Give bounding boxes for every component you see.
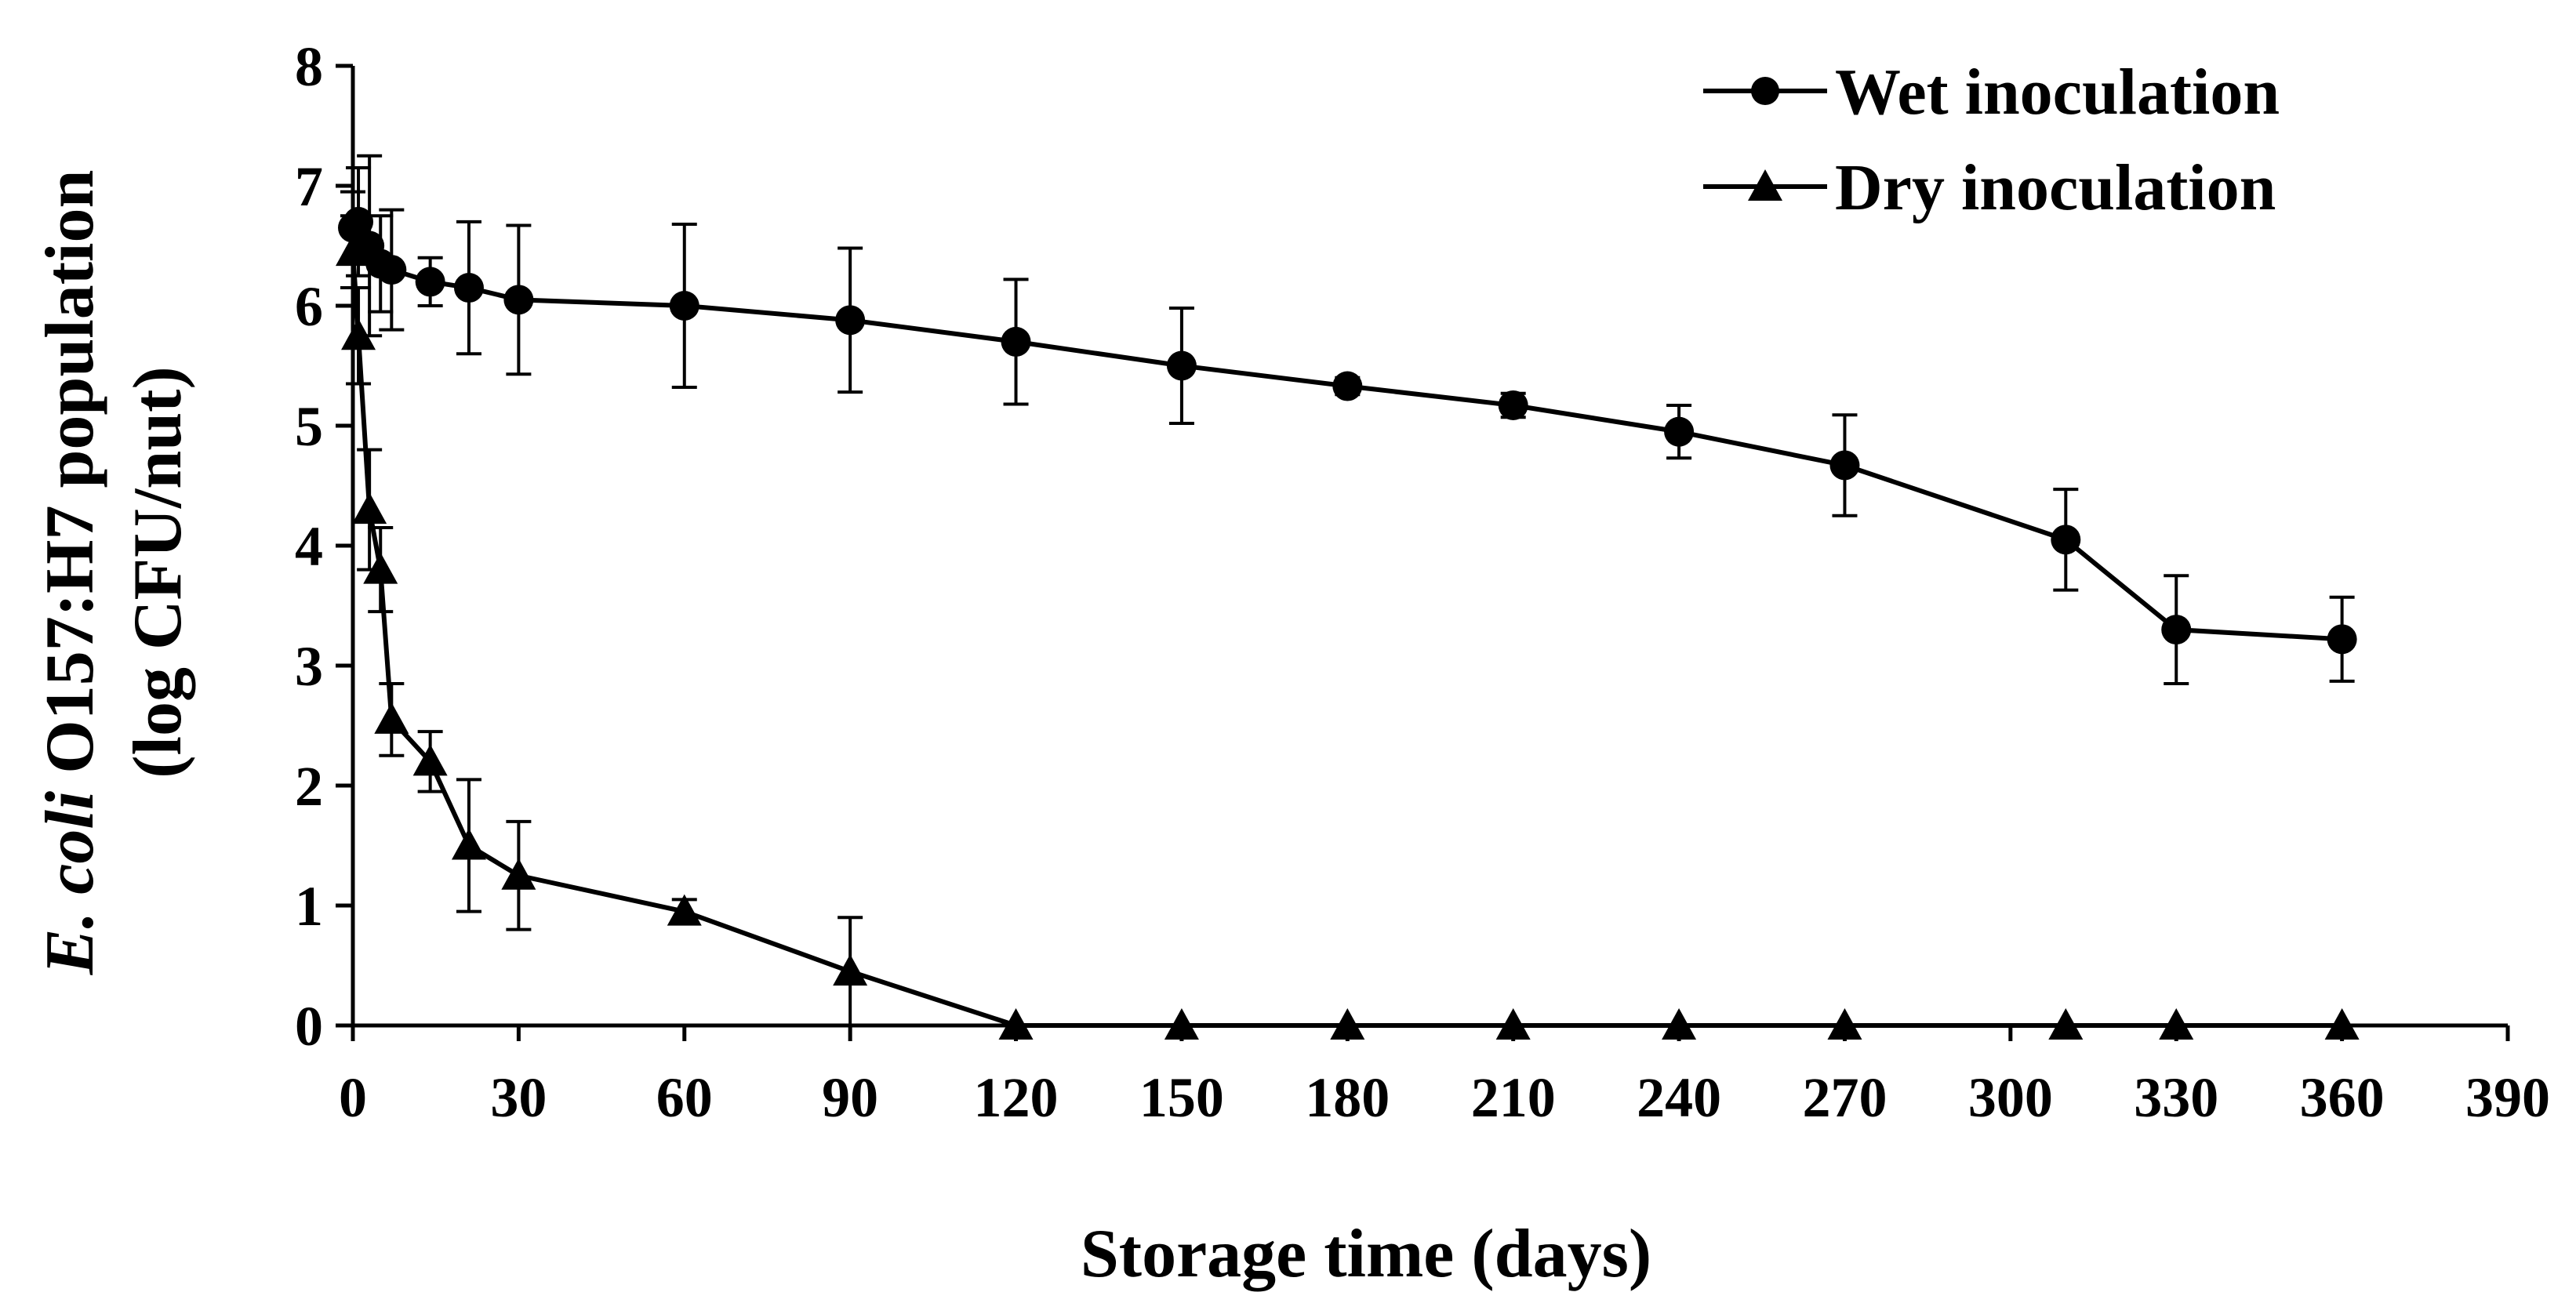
data-point [501, 858, 536, 890]
x-tick-label: 390 [2465, 1066, 2550, 1129]
data-point [1332, 371, 1363, 401]
y-tick-label: 3 [295, 635, 323, 698]
x-axis-title: Storage time (days) [1081, 1216, 1651, 1292]
data-point [341, 318, 376, 350]
y-axis-title-italic: E. coli [32, 790, 108, 975]
data-point [1001, 326, 1031, 357]
data-point [1330, 1008, 1365, 1040]
x-tick-label: 90 [822, 1066, 878, 1129]
legend-dry-marker [1748, 169, 1782, 201]
y-tick-label: 6 [295, 275, 323, 338]
x-tick-label: 0 [339, 1066, 367, 1129]
y-tick-label: 5 [295, 395, 323, 458]
y-tick-label: 2 [295, 755, 323, 818]
data-point [2327, 624, 2357, 655]
data-point [376, 255, 407, 285]
y-axis-title-rest: O157:H7 population [32, 170, 108, 791]
series-wet [338, 154, 2357, 685]
data-point [1498, 390, 1528, 420]
y-tick-label: 0 [295, 995, 323, 1058]
data-point [835, 305, 866, 336]
y-tick-label: 4 [295, 515, 323, 578]
legend-dry-label: Dry inoculation [1835, 151, 2276, 224]
data-point [1164, 1008, 1199, 1040]
y-axis-title-units: (log CFU/nut) [120, 366, 196, 779]
data-point [669, 291, 699, 321]
data-point [412, 744, 448, 776]
y-ticks: 0 1 2 3 4 5 6 7 8 [295, 35, 353, 1058]
data-point [2051, 524, 2081, 555]
data-point [352, 492, 387, 524]
data-point [451, 828, 486, 860]
data-point [336, 234, 370, 267]
axes: 0 1 2 3 4 5 6 7 8 0 30 60 90 120 150 180 210 240 270 300 33… [295, 35, 2550, 1129]
x-tick-label: 360 [2300, 1066, 2385, 1129]
data-point [1664, 416, 1695, 447]
y-tick-label: 1 [295, 875, 323, 938]
data-point [833, 954, 868, 986]
data-point [2159, 1008, 2194, 1040]
data-point [415, 267, 445, 297]
series-dry [336, 214, 2360, 1040]
legend-wet-label: Wet inoculation [1835, 56, 2280, 129]
y-tick-label: 8 [295, 35, 323, 98]
x-tick-label: 180 [1305, 1066, 1390, 1129]
x-tick-label: 240 [1637, 1066, 1721, 1129]
x-tick-label: 120 [974, 1066, 1059, 1129]
x-tick-label: 210 [1471, 1066, 1556, 1129]
series-line [351, 219, 2342, 642]
x-tick-label: 300 [1968, 1066, 2053, 1129]
data-point [363, 552, 398, 584]
data-point [2161, 615, 2192, 645]
data-point [2048, 1008, 2084, 1040]
series-layer [336, 154, 2360, 1040]
data-point [1829, 450, 1860, 481]
y-tick-label: 7 [295, 155, 323, 218]
legend: Wet inoculation Dry inoculation [1703, 56, 2280, 224]
svg-text:E. coli O157:H7 population: E. coli O157:H7 population [32, 170, 108, 976]
series-line [351, 251, 2342, 1028]
y-axis-title: E. coli O157:H7 population (log CFU/nut) [32, 170, 196, 976]
data-point [1827, 1008, 1862, 1040]
x-tick-label: 150 [1139, 1066, 1224, 1129]
data-point [453, 273, 484, 303]
data-point [667, 894, 702, 926]
data-point [2324, 1008, 2360, 1040]
x-tick-label: 270 [1802, 1066, 1887, 1129]
data-point [374, 702, 409, 734]
data-point [1166, 350, 1197, 381]
legend-wet-marker [1751, 77, 1779, 105]
data-point [1662, 1008, 1697, 1040]
data-point [503, 285, 534, 315]
x-ticks: 0 30 60 90 120 150 180 210 240 270 300 330 360 390 [339, 1025, 2550, 1129]
x-tick-label: 330 [2134, 1066, 2218, 1129]
x-tick-label: 30 [490, 1066, 547, 1129]
data-point [998, 1008, 1034, 1040]
x-tick-label: 60 [656, 1066, 713, 1129]
data-point [1495, 1008, 1531, 1040]
